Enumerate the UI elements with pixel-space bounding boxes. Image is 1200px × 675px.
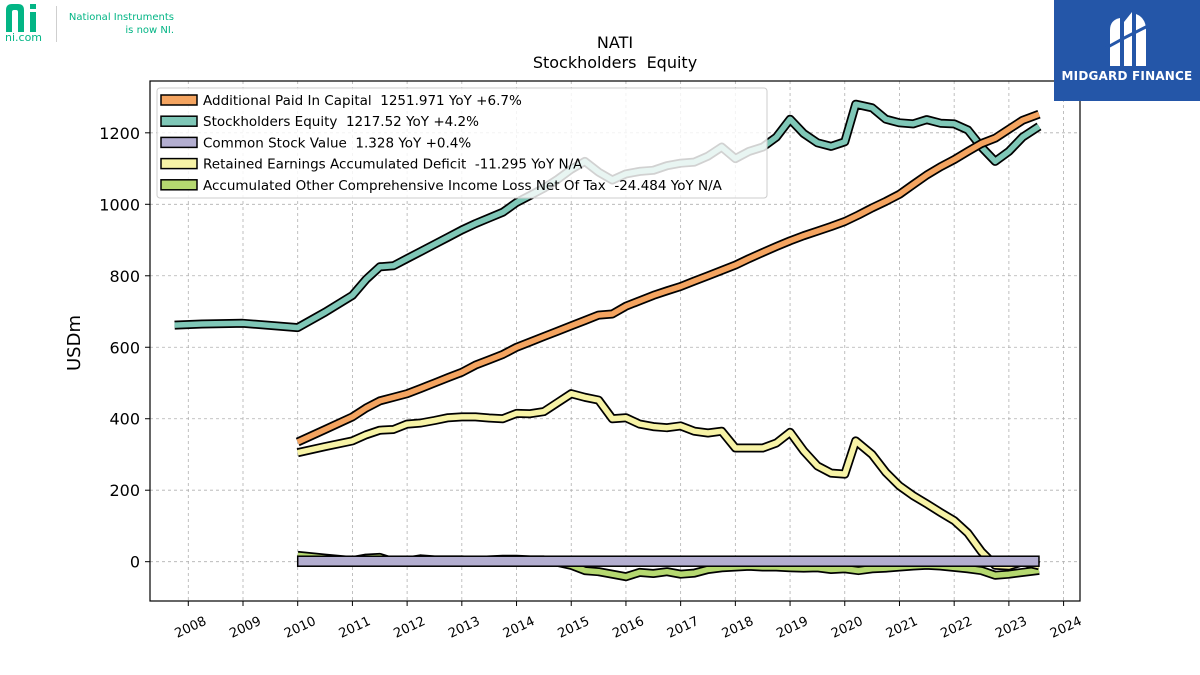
x-tick-label: 2010	[282, 614, 318, 642]
ni-tagline: National Instruments is now NI.	[62, 11, 174, 37]
x-tick-label: 2018	[720, 614, 756, 642]
legend-swatch	[160, 115, 198, 127]
legend: Additional Paid In Capital 1251.971 YoY …	[156, 87, 768, 199]
x-tick-label: 2012	[391, 614, 427, 642]
x-tick-label: 2022	[939, 614, 975, 642]
x-tick-label: 2009	[227, 614, 263, 642]
partner-name: MIDGARD FINANCE	[1061, 69, 1193, 83]
x-tick-label: 2013	[446, 614, 482, 642]
legend-item: Common Stock Value 1.328 YoY +0.4%	[160, 135, 471, 151]
x-tick-label: 2019	[774, 614, 810, 642]
x-tick-label: 2021	[884, 614, 920, 642]
y-tick-label: 400	[109, 410, 140, 429]
legend-swatch	[160, 136, 198, 149]
legend-swatch	[160, 179, 198, 191]
chart-title: NATI	[597, 33, 633, 52]
series-line-common-stock-value	[296, 555, 1040, 567]
legend-item: Stockholders Equity 1217.52 YoY +4.2%	[160, 114, 479, 130]
ni-logo	[6, 4, 36, 32]
x-tick-label: 2024	[1048, 614, 1084, 642]
legend-swatch	[160, 94, 198, 106]
x-tick-label: 2008	[173, 614, 209, 642]
x-tick-label: 2016	[610, 614, 646, 642]
legend-label: Common Stock Value 1.328 YoY +0.4%	[203, 135, 471, 151]
y-tick-label: 0	[130, 553, 140, 572]
x-tick-label: 2023	[993, 614, 1029, 642]
legend-label: Accumulated Other Comprehensive Income L…	[203, 178, 723, 194]
series-additional-paid-in-capital	[295, 109, 1041, 447]
series-line-additional-paid-in-capital	[296, 111, 1040, 445]
ni-tagline-line-2: is now NI.	[125, 25, 174, 36]
legend-label: Additional Paid In Capital 1251.971 YoY …	[203, 93, 522, 109]
series-line-retained-earnings-accumulated-deficit	[297, 390, 1040, 569]
midgard-finance-banner: MIDGARD FINANCE	[1054, 0, 1200, 101]
x-tick-label: 2011	[337, 614, 373, 642]
y-tick-label: 1200	[99, 124, 140, 143]
ni-url: ni.com	[5, 31, 43, 44]
legend-item: Retained Earnings Accumulated Deficit -1…	[160, 157, 583, 173]
ni-divider	[56, 6, 57, 42]
y-tick-label: 800	[109, 267, 140, 286]
x-tick-label: 2017	[665, 614, 701, 642]
y-tick-label: 1000	[99, 195, 140, 214]
x-tick-label: 2014	[501, 614, 537, 642]
chart-subtitle: Stockholders Equity	[533, 53, 697, 72]
legend-item: Accumulated Other Comprehensive Income L…	[160, 178, 723, 194]
y-axis-label: USDm	[64, 315, 85, 371]
x-tick-label: 2020	[829, 614, 865, 642]
series-common-stock-value	[296, 555, 1040, 567]
series-outline-retained-earnings-accumulated-deficit	[296, 389, 1041, 571]
ni-tagline-line-1: National Instruments	[68, 12, 174, 23]
x-tick-label: 2015	[556, 614, 592, 642]
legend-swatch	[160, 157, 198, 170]
midgard-logo-icon	[1105, 12, 1149, 66]
ni-branding: ni.com National Instruments is now NI.	[0, 0, 200, 50]
plot-frame	[149, 80, 1081, 602]
legend-label: Stockholders Equity 1217.52 YoY +4.2%	[203, 114, 479, 130]
legend-label: Retained Earnings Accumulated Deficit -1…	[203, 157, 583, 173]
y-tick-label: 200	[109, 481, 140, 500]
series-retained-earnings-accumulated-deficit	[296, 389, 1041, 571]
y-tick-label: 600	[109, 338, 140, 357]
legend-item: Additional Paid In Capital 1251.971 YoY …	[160, 93, 522, 109]
legend-box	[156, 87, 768, 199]
